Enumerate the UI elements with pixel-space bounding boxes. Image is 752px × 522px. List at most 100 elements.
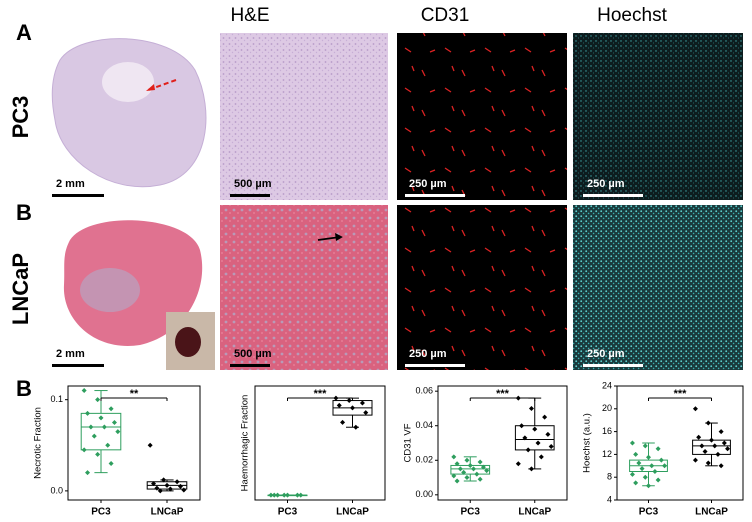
data-point (715, 451, 721, 457)
data-point (346, 398, 352, 404)
data-point (639, 466, 645, 472)
data-point (705, 420, 711, 426)
data-point (294, 492, 300, 498)
scale-bar (230, 194, 270, 197)
data-point (461, 469, 467, 475)
data-point (101, 424, 107, 430)
data-point (464, 475, 470, 481)
tissue (51, 38, 207, 188)
data-point (480, 464, 486, 470)
data-point (88, 424, 94, 430)
scale-bar (52, 194, 104, 197)
data-point (477, 476, 483, 482)
scale-bar-label: 2 mm (56, 348, 85, 360)
data-point (702, 449, 708, 455)
data-point (471, 466, 477, 472)
panel-label: B (16, 200, 32, 225)
data-point (548, 443, 554, 449)
scale-bar-label: 250 µm (587, 178, 625, 190)
inset-tumor (175, 327, 201, 357)
image (220, 205, 388, 370)
tissue-region (80, 268, 140, 312)
data-point (81, 447, 87, 453)
data-point (642, 443, 648, 449)
arrowhead (335, 233, 343, 241)
data-point (85, 410, 91, 416)
x-tick-label: PC3 (278, 507, 298, 518)
scale-bar (583, 194, 643, 197)
data-point (111, 419, 117, 425)
data-point (484, 468, 490, 474)
data-point (115, 429, 121, 435)
data-point (692, 457, 698, 463)
data-point (95, 397, 101, 403)
data-point (712, 443, 718, 449)
data-point (147, 442, 153, 448)
row-label: PC3 (8, 96, 33, 139)
data-point (181, 487, 187, 493)
data-point (545, 431, 551, 437)
data-point (718, 429, 724, 435)
data-point (515, 461, 521, 467)
data-point (542, 414, 548, 420)
image (397, 205, 567, 370)
data-point (474, 471, 480, 477)
y-tick-label: 0.00 (415, 489, 433, 499)
data-point (652, 469, 658, 474)
data-point (699, 443, 705, 449)
data-point (662, 463, 668, 469)
y-tick-label: 12 (602, 449, 612, 459)
data-point (275, 492, 281, 498)
data-point (108, 406, 114, 412)
data-point (477, 459, 483, 465)
data-point (98, 415, 104, 421)
data-point (161, 477, 167, 483)
scale-bar (405, 364, 465, 367)
data-point (85, 470, 91, 476)
data-point (535, 440, 541, 446)
scale-bar (52, 364, 104, 367)
image (220, 33, 388, 200)
data-point (519, 423, 525, 429)
data-point (151, 481, 157, 487)
data-point (636, 460, 642, 466)
y-tick-label: 0.06 (415, 386, 433, 396)
y-tick-label: 0.0 (50, 485, 63, 495)
scale-bar (230, 364, 270, 367)
data-point (538, 454, 544, 460)
data-point (359, 400, 365, 406)
images (45, 33, 743, 370)
column-header: Hoechst (597, 5, 667, 26)
data-point (655, 446, 661, 452)
data-point (174, 479, 180, 485)
y-axis-label: CD31 VF (403, 423, 414, 462)
data-point (646, 483, 651, 489)
data-point (658, 457, 664, 463)
data-point (633, 480, 639, 486)
y-axis-label: Haemorrhagic Fraction (240, 395, 251, 492)
data-point (157, 488, 163, 494)
x-tick-label: PC3 (91, 507, 111, 518)
data-point (633, 451, 639, 457)
y-tick-label: 16 (602, 426, 612, 436)
panel-label: B (16, 376, 32, 401)
data-point (467, 462, 473, 468)
x-tick-label: LNCaP (336, 507, 369, 518)
data-point (725, 446, 731, 452)
scale-bar-label: 250 µm (409, 348, 447, 360)
scale-bar-label: 2 mm (56, 178, 85, 190)
data-point (522, 435, 528, 441)
plot-frame (67, 385, 201, 501)
data-point (464, 457, 470, 463)
row-label: LNCaP (8, 253, 33, 325)
x-tick-label: PC3 (639, 507, 659, 518)
arrowhead (146, 84, 155, 91)
data-point (95, 451, 101, 457)
plot-frame (254, 385, 386, 501)
image (573, 33, 743, 200)
data-point (696, 434, 702, 440)
data-point (353, 424, 359, 430)
data-point (532, 426, 538, 432)
y-tick-label: 0.1 (50, 394, 63, 404)
